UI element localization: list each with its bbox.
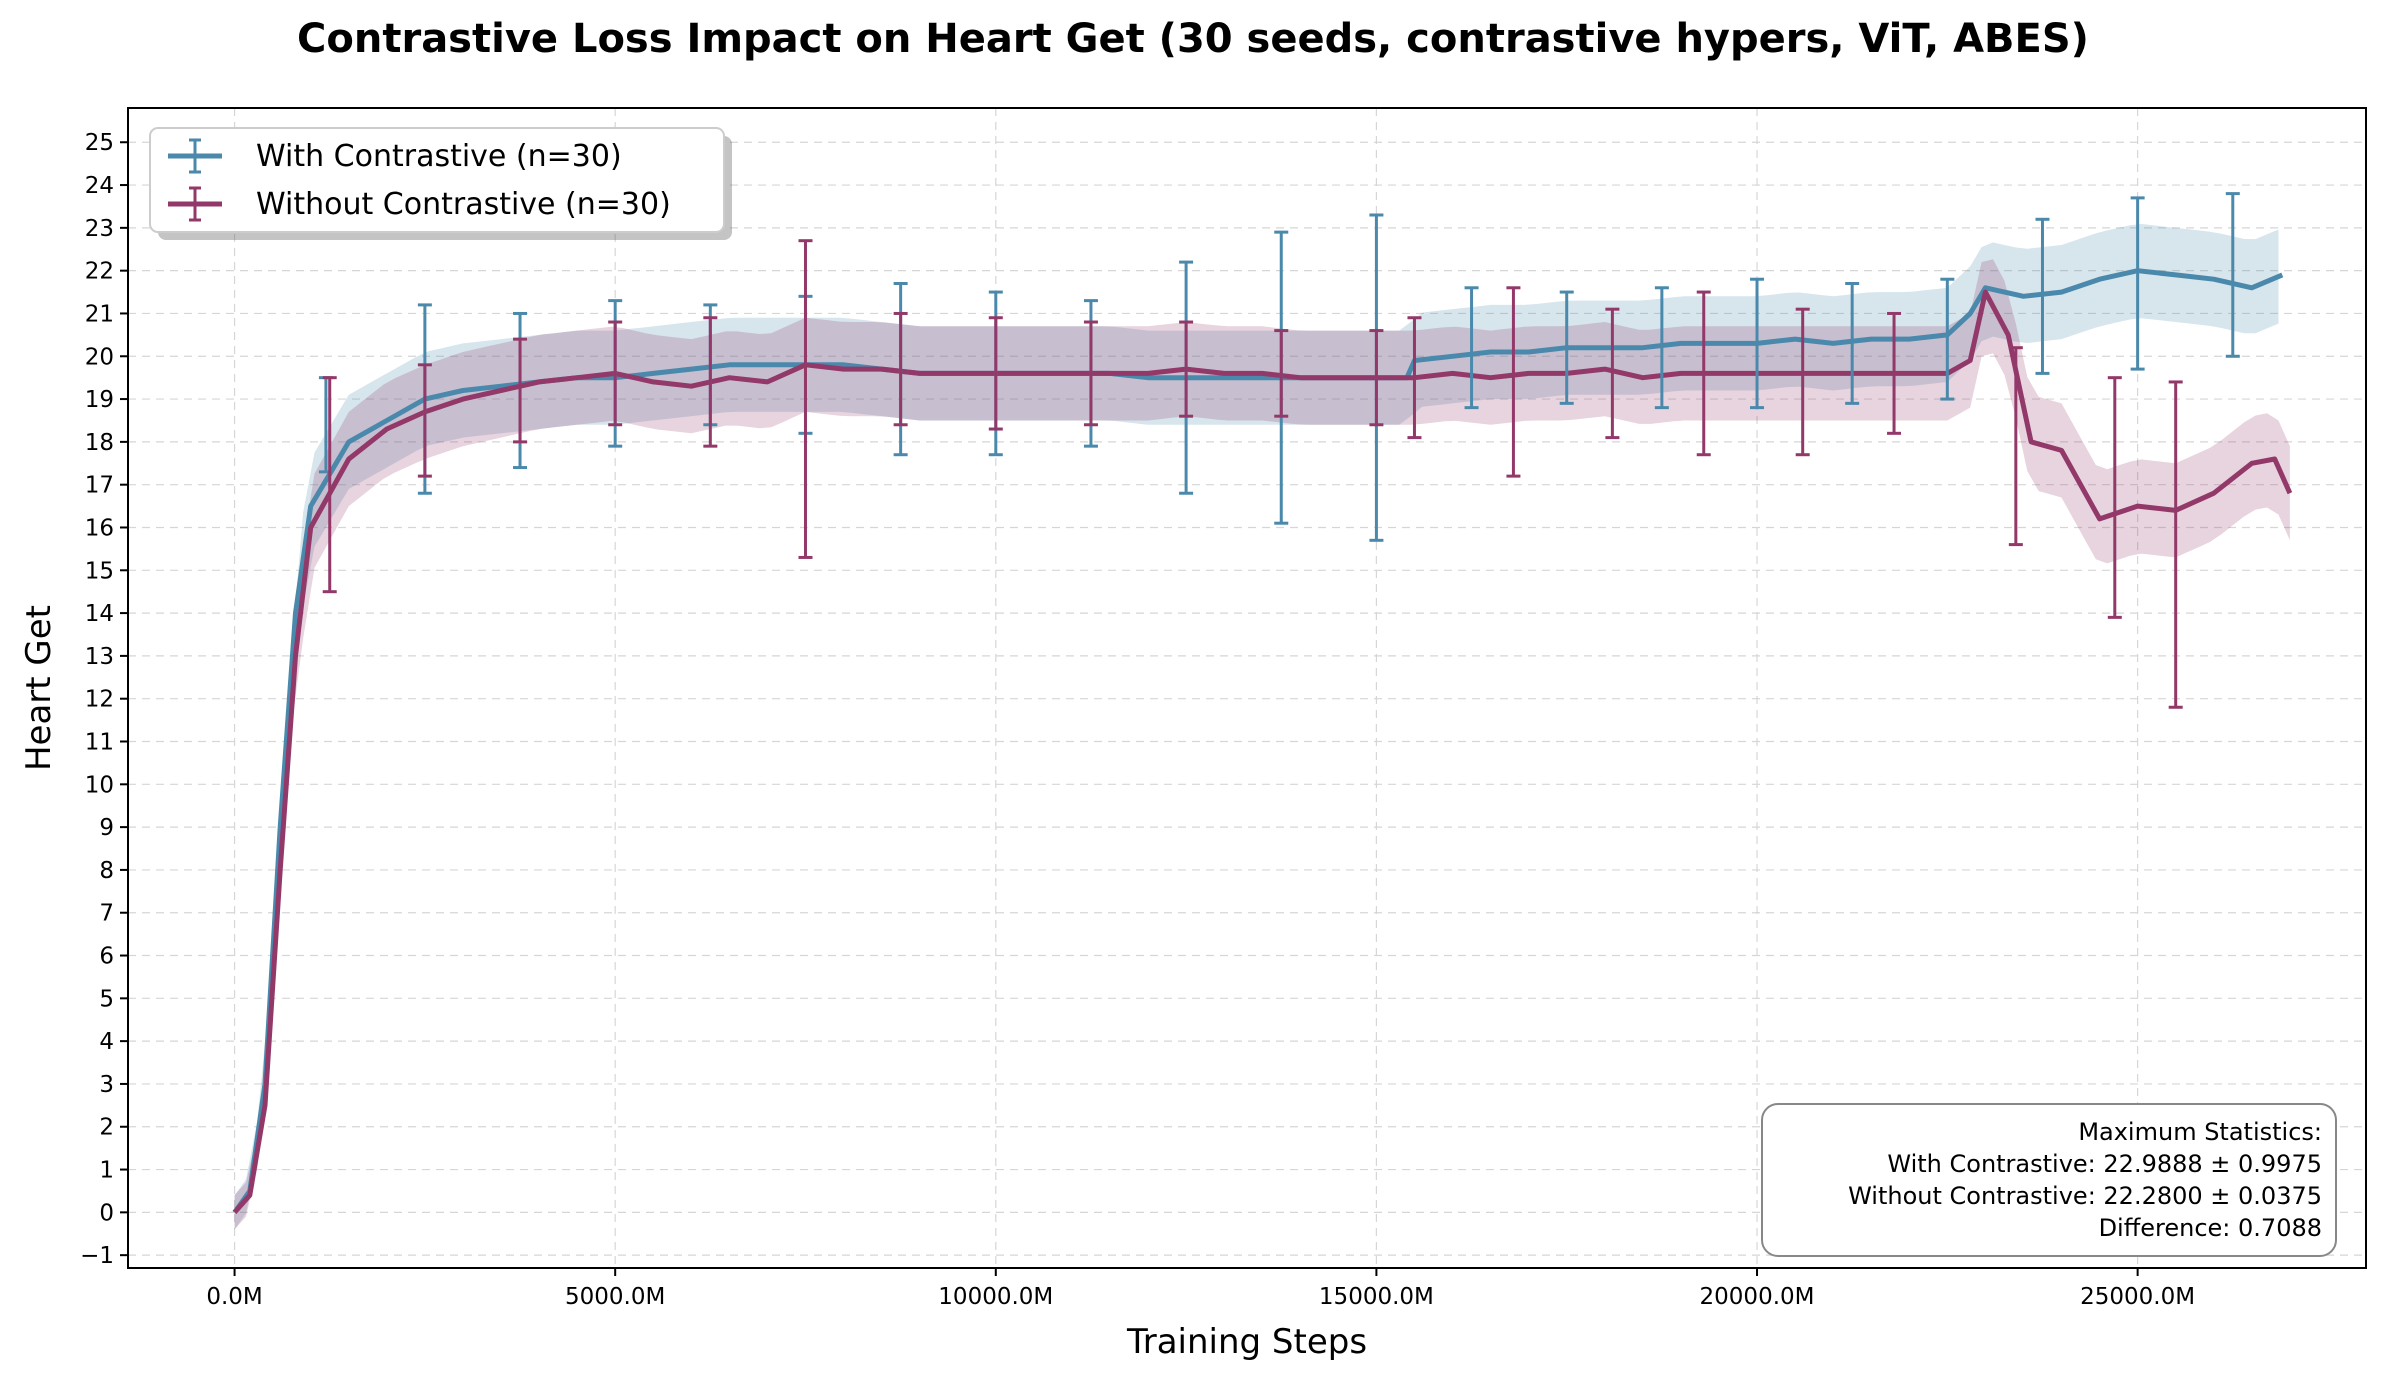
chart-title: Contrastive Loss Impact on Heart Get (30… bbox=[297, 16, 2089, 62]
legend-entry-with-contrastive: With Contrastive (n=30) bbox=[168, 138, 622, 174]
legend-label-with-contrastive: With Contrastive (n=30) bbox=[256, 139, 622, 174]
legend: With Contrastive (n=30) Without Contrast… bbox=[149, 127, 732, 240]
statistics-without-contrastive: Without Contrastive: 22.2800 ± 0.0375 bbox=[1848, 1182, 2322, 1210]
y-tick-label: 19 bbox=[85, 387, 114, 413]
y-tick-label: 1 bbox=[99, 1158, 114, 1184]
y-tick-label: 16 bbox=[85, 515, 114, 541]
y-tick-label: 10 bbox=[85, 772, 114, 798]
x-tick-label: 20000.0M bbox=[1700, 1284, 1815, 1310]
y-tick-label: 22 bbox=[85, 259, 114, 285]
x-tick-label: 15000.0M bbox=[1319, 1284, 1434, 1310]
x-axis-label: Training Steps bbox=[1126, 1322, 1367, 1362]
y-tick-label: 15 bbox=[85, 558, 114, 584]
band-with-contrastive bbox=[234, 224, 2279, 1230]
x-tick-label: 10000.0M bbox=[938, 1284, 1053, 1310]
statistics-heading: Maximum Statistics: bbox=[2078, 1118, 2322, 1146]
y-tick-label: 12 bbox=[85, 687, 114, 713]
error-bars bbox=[318, 192, 2240, 709]
statistics-with-contrastive: With Contrastive: 22.9888 ± 0.9975 bbox=[1887, 1150, 2322, 1178]
x-tick-label: 25000.0M bbox=[2080, 1284, 2195, 1310]
y-axis-label: Heart Get bbox=[19, 605, 59, 771]
y-tick-label: 6 bbox=[99, 944, 114, 970]
statistics-box bbox=[1761, 1103, 2337, 1257]
y-tick-label: 2 bbox=[99, 1115, 114, 1141]
line-without-contrastive bbox=[232, 289, 2293, 1215]
legend-entry-without-contrastive: Without Contrastive (n=30) bbox=[168, 186, 671, 222]
y-tick-label: 20 bbox=[85, 344, 114, 370]
y-tick-label: 8 bbox=[99, 858, 114, 884]
y-tick-label: 0 bbox=[99, 1200, 114, 1226]
y-tick-label: 17 bbox=[85, 473, 114, 499]
line-with-contrastive bbox=[232, 268, 2284, 1214]
y-tick-label: 24 bbox=[85, 173, 114, 199]
statistics-difference: Difference: 0.7088 bbox=[2099, 1214, 2322, 1242]
y-tick-label: 3 bbox=[99, 1072, 114, 1098]
y-tick-label: 23 bbox=[85, 216, 114, 242]
y-tick-label: 7 bbox=[99, 901, 114, 927]
y-tick-label: 13 bbox=[85, 644, 114, 670]
x-axis-ticks: 0.0M 5000.0M 10000.0M 15000.0M 20000.0M 25000… bbox=[206, 1268, 2195, 1310]
x-tick-label: 5000.0M bbox=[565, 1284, 665, 1310]
y-tick-label: 11 bbox=[85, 730, 114, 756]
y-tick-label: 5 bbox=[99, 986, 114, 1012]
statistics-annotation: Maximum Statistics: With Contrastive: 22… bbox=[1761, 1103, 2337, 1257]
y-tick-label: 18 bbox=[85, 430, 114, 456]
y-tick-label: −1 bbox=[80, 1243, 114, 1269]
y-tick-label: 21 bbox=[85, 301, 114, 327]
y-tick-label: 4 bbox=[99, 1029, 114, 1055]
x-tick-label: 0.0M bbox=[206, 1284, 262, 1310]
confidence-bands bbox=[234, 224, 2290, 1230]
y-tick-label: 9 bbox=[99, 815, 114, 841]
y-axis-ticks: −101234567891011121314151617181920212223… bbox=[80, 130, 128, 1269]
legend-box bbox=[149, 127, 725, 233]
legend-label-without-contrastive: Without Contrastive (n=30) bbox=[256, 187, 671, 222]
y-tick-label: 14 bbox=[85, 601, 114, 627]
series-lines bbox=[232, 268, 2293, 1215]
plot-frame bbox=[127, 107, 2367, 1269]
y-tick-label: 25 bbox=[85, 130, 114, 156]
